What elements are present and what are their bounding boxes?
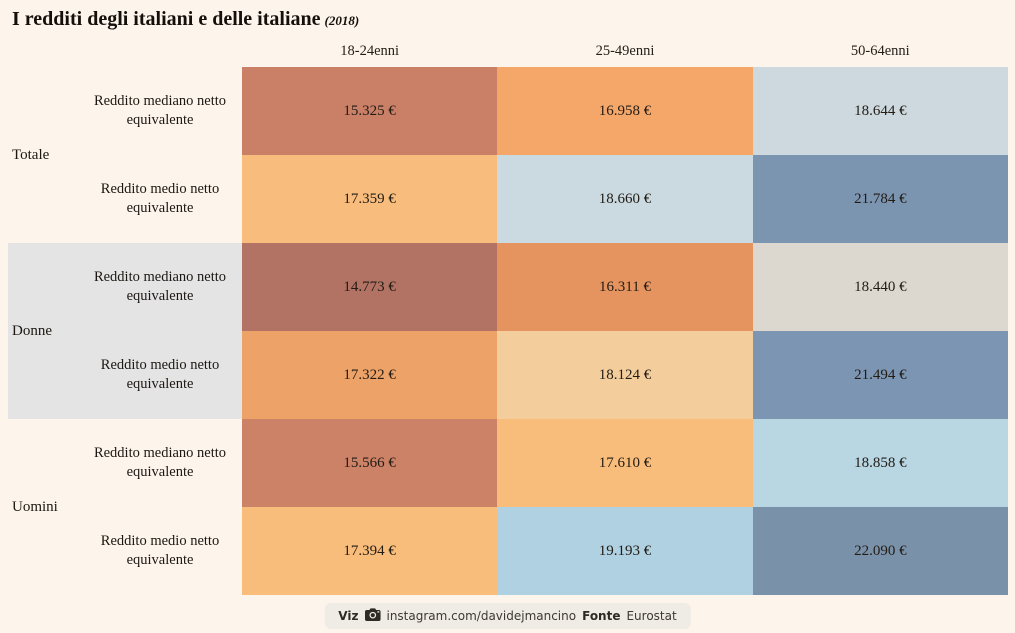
column-header-25-49: 25-49enni <box>595 43 655 59</box>
heatmap-cell: 15.325 € <box>242 67 498 155</box>
camera-icon <box>364 608 381 624</box>
heatmap-cell: 21.494 € <box>752 331 1008 419</box>
footer-credit: Viz instagram.com/davidejmancino Fonte E… <box>324 603 691 629</box>
viz-label: Viz <box>338 609 359 623</box>
heatmap-cell: 14.773 € <box>242 243 498 331</box>
heatmap-cell: 17.322 € <box>242 331 498 419</box>
heatmap-cell: 16.958 € <box>497 67 753 155</box>
heatmap-cell: 18.858 € <box>752 419 1008 507</box>
heatmap-cell: 18.660 € <box>497 155 753 243</box>
credit-handle: instagram.com/davidejmancino <box>386 609 577 623</box>
row-label: Reddito medio netto equivalente <box>100 532 220 568</box>
column-header-18-24: 18-24enni <box>340 43 400 59</box>
heatmap-cell: 17.610 € <box>497 419 753 507</box>
fonte-label: Fonte <box>582 609 621 623</box>
heatmap-cell: 17.359 € <box>242 155 498 243</box>
row-label: Reddito medio netto equivalente <box>100 180 220 216</box>
group-label-uomini: Uomini <box>12 498 58 515</box>
page-title: I redditi degli italiani e delle italian… <box>12 8 359 31</box>
heatmap-cell: 19.193 € <box>497 507 753 595</box>
heatmap-cell: 21.784 € <box>752 155 1008 243</box>
row-label: Reddito mediano netto equivalente <box>93 268 227 304</box>
heatmap-cell: 15.566 € <box>242 419 498 507</box>
group-labels: Totale Donne Uomini <box>12 67 82 595</box>
group-label-donne: Donne <box>12 322 52 339</box>
column-headers: 18-24enni 25-49enni 50-64enni <box>242 43 1008 63</box>
title-text: I redditi degli italiani e delle italian… <box>12 8 321 30</box>
source-name: Eurostat <box>626 609 677 623</box>
column-header-50-64: 50-64enni <box>850 43 910 59</box>
heatmap-cell: 18.440 € <box>752 243 1008 331</box>
heatmap-cell: 18.644 € <box>752 67 1008 155</box>
heatmap-cell: 17.394 € <box>242 507 498 595</box>
heatmap-cell: 22.090 € <box>752 507 1008 595</box>
heatmap-cell: 16.311 € <box>497 243 753 331</box>
row-label: Reddito mediano netto equivalente <box>93 92 227 128</box>
title-year: (2018) <box>324 13 360 28</box>
group-label-totale: Totale <box>12 146 50 163</box>
heatmap-cell: 18.124 € <box>497 331 753 419</box>
donne-highlight-band <box>8 243 242 419</box>
row-labels: Reddito mediano netto equivalente Reddit… <box>0 67 242 595</box>
row-label: Reddito mediano netto equivalente <box>93 444 227 480</box>
row-label: Reddito medio netto equivalente <box>100 356 220 392</box>
heatmap-grid: 15.325 € 16.958 € 18.644 € 17.359 € 18.6… <box>242 67 1008 595</box>
